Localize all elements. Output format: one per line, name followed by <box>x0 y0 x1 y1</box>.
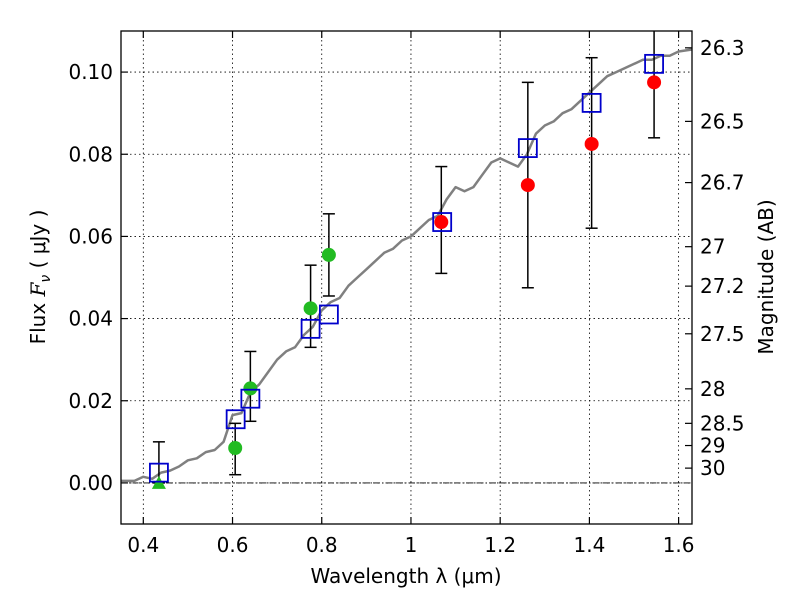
y-axis-label-pre: Flux <box>26 296 50 344</box>
data-point-circle <box>228 440 243 455</box>
data-point-square <box>644 53 664 74</box>
y-axis-label-post: ( μJy ) <box>26 210 50 275</box>
y2-tick-label: 28.5 <box>700 411 745 435</box>
data-point-circle <box>647 75 662 90</box>
tick-labels: 0.4 0.6 0.8 1 1.2 1.4 1.6 0.00 0.02 0.04 0.06 0.08 0… <box>68 36 744 557</box>
y-tick-label: 0.06 <box>68 224 113 248</box>
y-tick-label: 0.08 <box>68 142 113 166</box>
y2-tick-label: 30 <box>700 456 725 480</box>
ticks <box>121 31 692 524</box>
y2-tick-label: 26.3 <box>700 36 745 60</box>
y-axis-label-subscript: ν <box>38 275 54 283</box>
data-point-square <box>517 138 538 158</box>
data-point-circle <box>243 381 258 396</box>
y-axis-label: Flux Fν ( μJy ) <box>26 210 54 345</box>
data-point-square <box>225 409 246 430</box>
y-axis-label-symbol: F <box>26 281 50 297</box>
plot-frame <box>120 30 693 525</box>
data-point-circle <box>303 301 318 316</box>
data-markers <box>149 53 664 489</box>
y2-tick-label: 29 <box>700 434 725 458</box>
x-tick-label: 0.8 <box>306 533 338 557</box>
y2-tick-label: 26.5 <box>700 109 745 133</box>
y2-tick-label: 27 <box>700 235 725 259</box>
data-point-circle <box>584 136 599 151</box>
data-point-square <box>432 212 453 232</box>
y-tick-label: 0.10 <box>68 60 113 84</box>
data-point-square <box>300 318 321 339</box>
x-tick-label: 0.4 <box>127 533 159 557</box>
data-point-square <box>240 388 261 409</box>
model-curve-line <box>121 48 693 483</box>
y2-tick-label: 26.7 <box>700 171 745 195</box>
data-point-square <box>318 304 339 325</box>
y-tick-label: 0.02 <box>68 389 113 413</box>
x-tick-label: 0.6 <box>217 533 249 557</box>
y2-tick-label: 28 <box>700 377 725 401</box>
x-tick-label: 1.6 <box>663 533 695 557</box>
x-tick-label: 1.4 <box>573 533 605 557</box>
data-point-circle <box>520 178 535 193</box>
y-tick-label: 0.04 <box>68 307 113 331</box>
x-axis-label: Wavelength λ (μm) <box>310 564 501 588</box>
y2-axis-label: Magnitude (AB) <box>754 199 778 354</box>
x-tick-label: 1 <box>405 533 418 557</box>
x-tick-label: 1.2 <box>484 533 516 557</box>
model-curve <box>121 48 693 483</box>
data-point-square <box>581 92 602 113</box>
data-point-square <box>149 462 169 483</box>
data-point-circle <box>321 247 336 262</box>
y2-tick-label: 27.5 <box>700 322 745 346</box>
y-tick-label: 0.00 <box>68 471 113 495</box>
data-point-circle <box>434 215 449 230</box>
y2-tick-label: 27.2 <box>700 274 745 298</box>
